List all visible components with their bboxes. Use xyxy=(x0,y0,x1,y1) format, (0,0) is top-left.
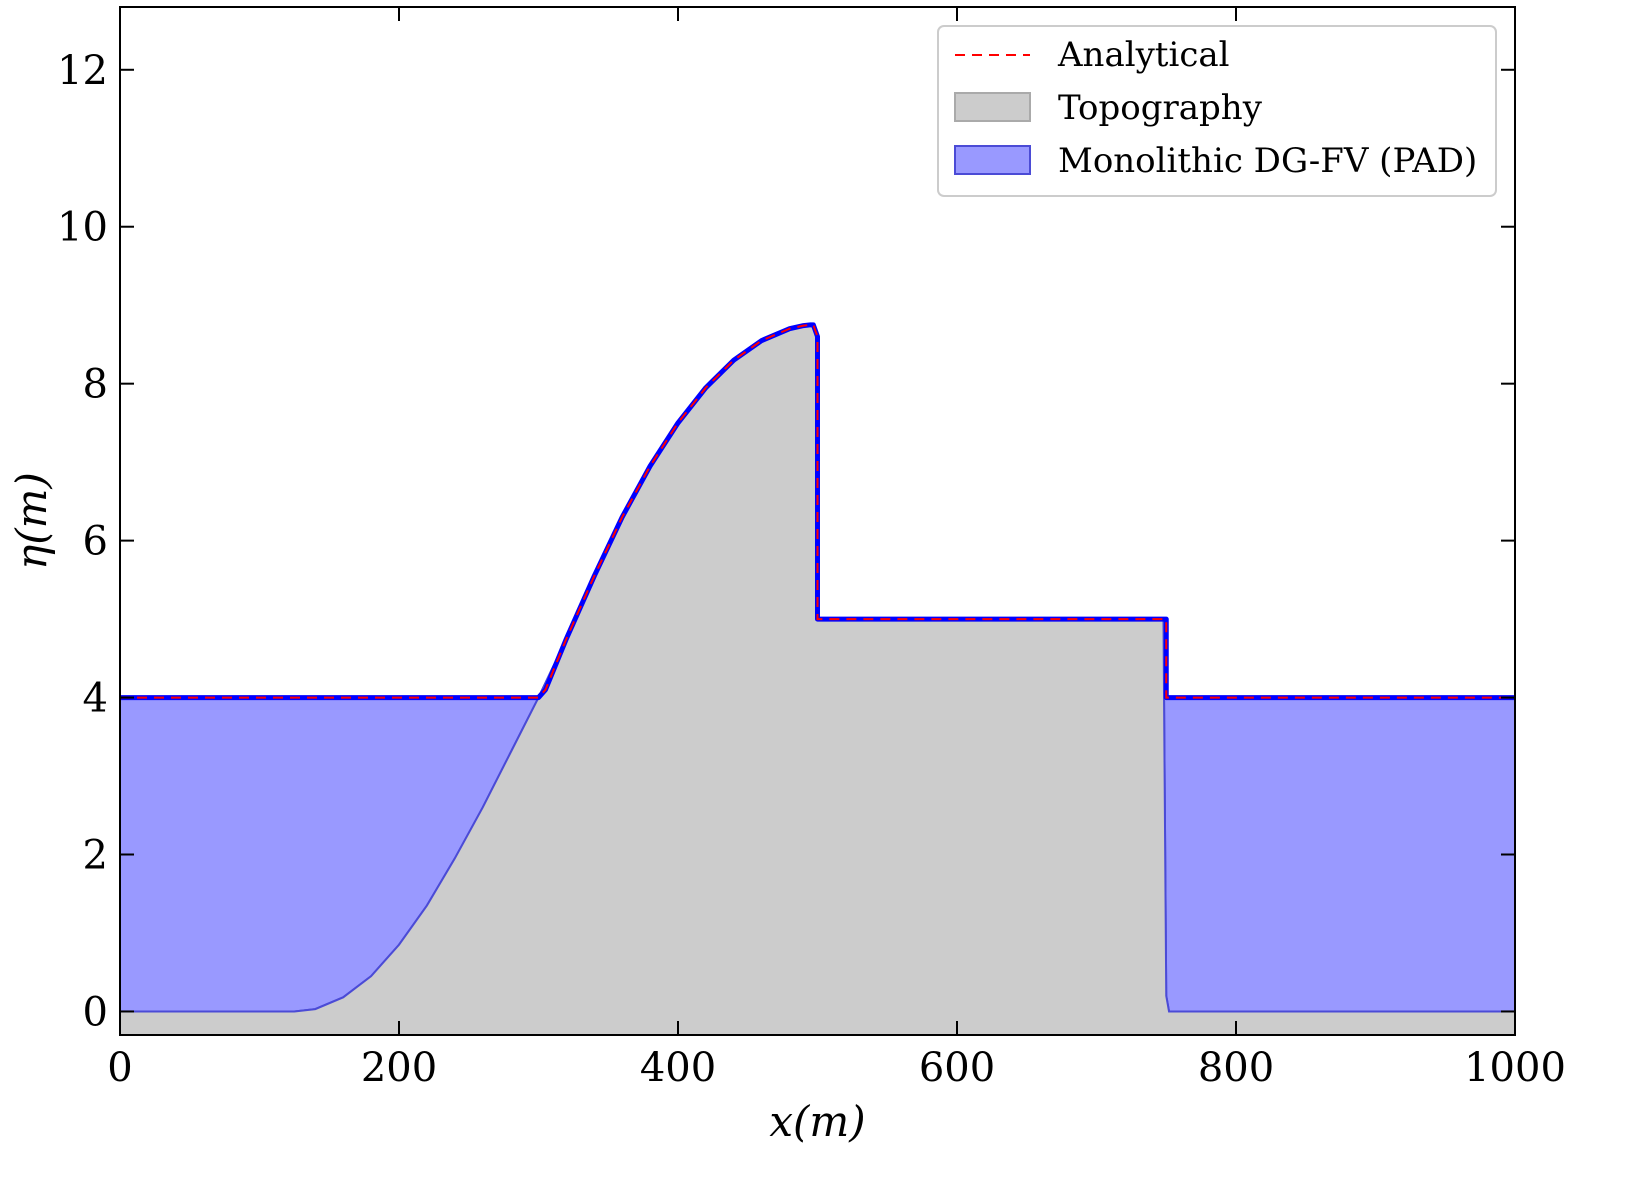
legend-swatch-dgfv xyxy=(954,145,1031,175)
legend-label-dgfv: Monolithic DG-FV (PAD) xyxy=(1058,141,1477,181)
y-tick-label: 8 xyxy=(83,362,108,408)
x-tick-label: 200 xyxy=(361,1045,437,1091)
legend-swatch-topography xyxy=(954,92,1031,122)
y-tick-label: 12 xyxy=(57,48,108,94)
plot-area xyxy=(119,322,1516,1036)
legend-box xyxy=(937,25,1497,197)
y-tick-label: 10 xyxy=(57,205,108,251)
legend-label-analytical: Analytical xyxy=(1057,35,1230,75)
y-tick-label: 4 xyxy=(83,676,108,722)
x-axis-label: x(m) xyxy=(769,1097,865,1146)
x-tick-label: 400 xyxy=(640,1045,716,1091)
y-tick-label: 0 xyxy=(83,989,108,1035)
x-tick-label: 0 xyxy=(107,1045,132,1091)
y-tick-label: 2 xyxy=(83,833,108,879)
x-tick-label: 600 xyxy=(919,1045,995,1091)
axes: 0 200 400 600 800 1000 0 2 4 6 8 10 12 xyxy=(57,6,1566,1091)
axes-frame xyxy=(119,6,1516,1036)
x-tick-label: 800 xyxy=(1198,1045,1274,1091)
analytical-line xyxy=(120,323,1515,699)
y-tick-label: 6 xyxy=(83,519,108,565)
x-tick-label: 1000 xyxy=(1464,1045,1566,1091)
y-axis-label: η(m) xyxy=(7,472,56,570)
legend-label-topography: Topography xyxy=(1058,88,1263,128)
legend: Analytical Topography Monolithic DG-FV (… xyxy=(937,25,1497,197)
topography-area xyxy=(120,324,1515,1036)
